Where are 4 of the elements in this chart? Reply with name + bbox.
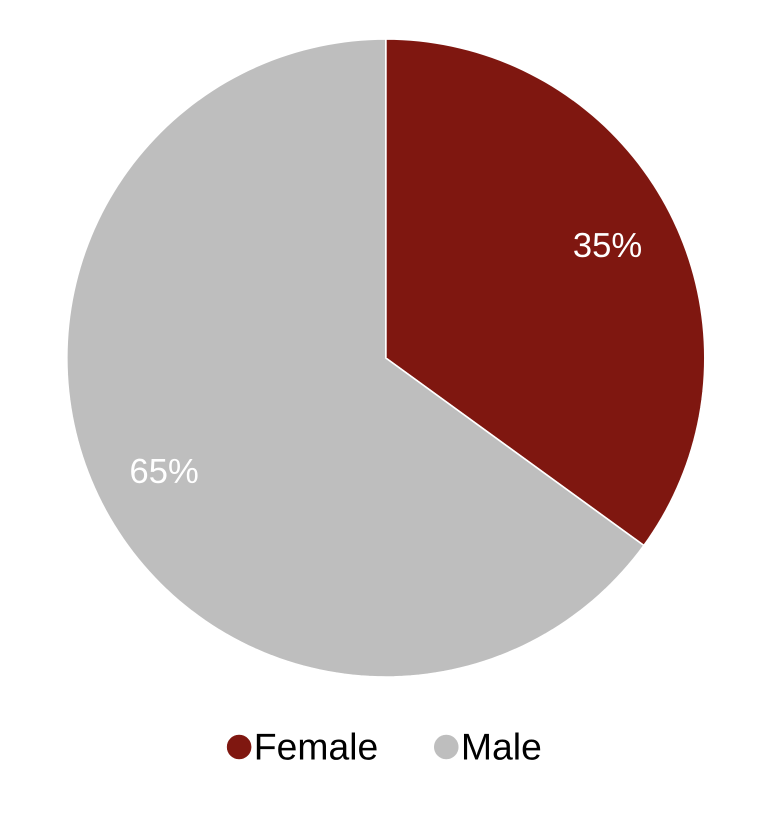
legend-label: Female [256, 732, 377, 760]
data-label: 35% [574, 232, 642, 258]
legend-label: Male [464, 732, 540, 760]
data-label: 65% [131, 458, 198, 484]
